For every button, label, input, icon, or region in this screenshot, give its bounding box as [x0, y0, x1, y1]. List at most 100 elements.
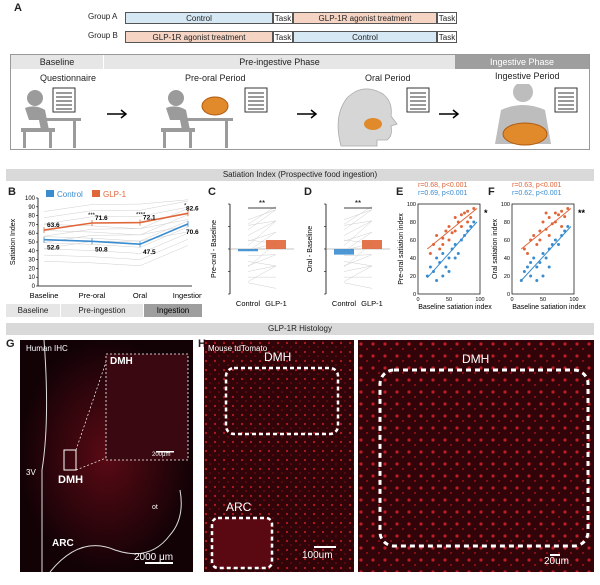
fit-line-1	[426, 221, 478, 279]
ihc-tissue-outline	[20, 340, 193, 572]
scatter-point	[544, 211, 548, 215]
head-profile-icon	[337, 88, 398, 147]
roast-chicken-icon	[502, 122, 548, 146]
ihc-title: Human IHC	[26, 344, 68, 353]
panel-label-c: C	[208, 186, 216, 198]
y-tick-label: 0	[32, 284, 36, 290]
data-label: 47.5	[143, 249, 156, 256]
x-tick-label: Pre-oral	[79, 291, 106, 300]
scatter-point	[547, 234, 551, 237]
y-tick-label: 0	[413, 292, 416, 298]
x-tick-label: Oral	[133, 291, 148, 300]
y-tick-label: 70	[28, 222, 35, 228]
legend-label-glp1: GLP-1	[103, 190, 127, 199]
ihc-label-ot: ot	[152, 504, 158, 511]
scatter-point	[547, 265, 551, 269]
scatter-point	[453, 229, 457, 233]
x-axis-label: Baseline satiation index	[512, 304, 586, 311]
scatter-point	[529, 274, 533, 278]
legend-swatch-control	[46, 190, 54, 197]
human-ihc-image: Human IHC DMH 200μm DMH 3V ARC ot 2000 μ…	[20, 340, 193, 572]
chart-b-line: 0 10 20 30 40 50 60 70 80 90 100 Satiation Index Bas…	[10, 190, 202, 300]
scatter-point	[444, 229, 448, 233]
subject-pair-line	[343, 209, 373, 220]
scatter-point	[538, 238, 542, 242]
scatter-point	[563, 215, 567, 219]
subject-pair-line	[343, 209, 373, 231]
subject-pair-line	[343, 206, 373, 225]
bar-0	[238, 249, 258, 252]
scatter-point	[428, 265, 432, 269]
significance-mark: **	[355, 199, 361, 208]
tdtomato-title: Mouse tdTomato	[208, 344, 268, 353]
subject-line	[43, 200, 189, 218]
phase-baseline: Baseline	[11, 55, 103, 69]
x-tick-label: Ingestion	[173, 291, 202, 300]
y-tick-label: 40	[410, 256, 416, 262]
scatter-point	[463, 211, 466, 215]
scatter-point	[450, 231, 454, 235]
person-at-desk-icon	[21, 90, 81, 148]
legend-swatch-glp1	[92, 190, 100, 197]
subject-line	[43, 214, 189, 236]
panel-label-d: D	[304, 186, 312, 198]
data-label: 82.6	[186, 205, 199, 212]
scatter-point	[441, 252, 445, 255]
subject-pair-line	[247, 254, 277, 267]
scatter-point	[447, 256, 451, 260]
phase-bar-pre-ingestion: Pre-ingestion	[61, 304, 143, 317]
scatter-point	[459, 213, 463, 217]
scatter-point	[566, 207, 570, 210]
x-tick-label: Control	[236, 299, 261, 308]
scatter-point	[453, 216, 457, 219]
scatter-point	[435, 234, 439, 237]
phase-pre-ingestive: Pre-ingestive Phase	[103, 55, 455, 69]
group-a-treatment: GLP-1R agonist treatment	[293, 12, 437, 24]
y-tick-label: 90	[28, 205, 35, 211]
scatter-point	[441, 274, 445, 278]
tdtomato-zoom-scale: 20um	[544, 556, 570, 567]
group-b-treatment: GLP-1R agonist treatment	[125, 31, 273, 43]
series-line-1	[43, 212, 189, 231]
scatter-point	[522, 270, 526, 273]
phase-frame	[10, 54, 590, 150]
y-axis-label: Satiation Index	[10, 218, 17, 265]
y-tick-label: 20	[410, 274, 416, 280]
scatter-point	[557, 213, 560, 217]
subject-pair-line	[247, 265, 277, 272]
scatter-point	[447, 225, 451, 228]
questionnaire-icon	[244, 87, 268, 113]
fit-line-0	[426, 208, 478, 250]
scatter-point	[435, 279, 439, 282]
y-tick-label: 100	[25, 196, 36, 202]
scatter-point	[469, 225, 473, 228]
scatter-point	[560, 225, 564, 228]
panel-label-h: H	[198, 338, 206, 350]
scatter-point	[532, 256, 536, 260]
period-pre-oral: Pre-oral Period	[185, 73, 246, 83]
panel-label-a: A	[14, 2, 22, 14]
y-tick-label: 80	[410, 220, 416, 226]
y-axis-label: Pre-oral satiation index	[398, 213, 405, 285]
phase-bar-b: Baseline Pre-ingestion Ingestion	[6, 304, 202, 317]
x-tick-label: Baseline	[30, 291, 59, 300]
section-satiation: Satiation Index (Prospective food ingest…	[6, 169, 594, 181]
panel-label-g: G	[6, 338, 15, 350]
subject-line	[43, 206, 189, 225]
plot-frame	[511, 203, 575, 295]
y-tick-label: 20	[28, 266, 35, 272]
scatter-point	[466, 209, 470, 213]
chart-c-bar: Pre-oral - Baseline Control GLP-1 **	[211, 199, 294, 308]
section-histology: GLP-1R Histology	[6, 323, 594, 335]
subject-line	[43, 219, 189, 237]
phase-ingestive: Ingestive Phase	[455, 55, 589, 69]
x-tick-label: 0	[416, 297, 419, 303]
significance-mark: *	[184, 203, 187, 209]
scatter-point	[547, 216, 551, 219]
scatter-point	[438, 247, 442, 251]
subject-line	[43, 220, 189, 242]
subject-pair-line	[247, 220, 277, 236]
subject-pair-line	[343, 231, 373, 242]
